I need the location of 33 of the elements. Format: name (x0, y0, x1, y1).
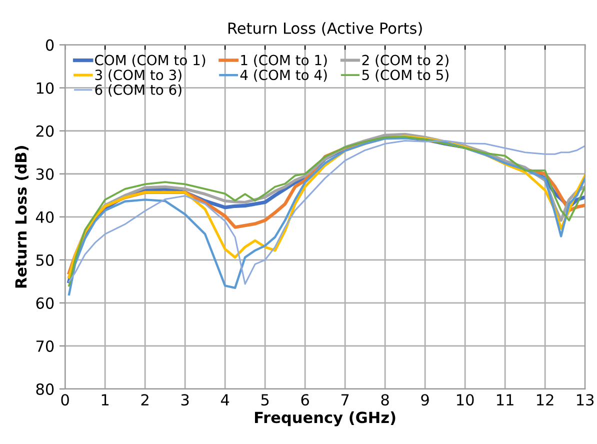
legend-label: COM (COM to 1) (95, 54, 206, 67)
y-tick-label: 40 (36, 211, 54, 223)
x-tick-label: 10 (457, 394, 474, 406)
y-tick-label: 20 (36, 125, 54, 137)
y-tick-label: 70 (36, 340, 54, 352)
x-tick-label: 2 (141, 394, 148, 406)
chart-title: Return Loss (Active Ports) (228, 22, 422, 36)
x-tick-label: 9 (421, 394, 429, 406)
x-tick-label: 0 (61, 394, 69, 406)
y-tick-label: 0 (46, 39, 54, 51)
y-axis-title: Return Loss (dB) (14, 146, 28, 288)
legend-label: 3 (COM to 3) (95, 69, 182, 82)
legend-label: 2 (COM to 2) (362, 54, 448, 67)
y-tick-label: 50 (36, 254, 54, 266)
x-tick-label: 7 (341, 394, 349, 406)
legend-label: 5 (COM to 5) (362, 69, 448, 82)
x-tick-label: 6 (301, 394, 309, 406)
x-tick-label: 5 (261, 394, 269, 406)
x-tick-label: 13 (577, 394, 594, 406)
x-tick-label: 8 (381, 394, 389, 406)
x-tick-label: 11 (497, 394, 514, 406)
x-axis-title: Frequency (GHz) (255, 411, 396, 426)
legend-label: 1 (COM to 1) (241, 54, 327, 67)
x-tick-label: 12 (537, 394, 554, 406)
y-tick-label: 10 (36, 82, 54, 94)
x-tick-label: 4 (220, 394, 230, 406)
x-tick-label: 3 (181, 394, 189, 406)
legend-label: 6 (COM to 6) (95, 84, 182, 97)
x-tick-label: 1 (102, 394, 109, 406)
y-tick-label: 60 (36, 297, 54, 309)
y-tick-label: 30 (36, 168, 54, 180)
y-tick-label: 80 (36, 383, 54, 395)
legend-label: 4 (COM to 4) (240, 69, 327, 82)
